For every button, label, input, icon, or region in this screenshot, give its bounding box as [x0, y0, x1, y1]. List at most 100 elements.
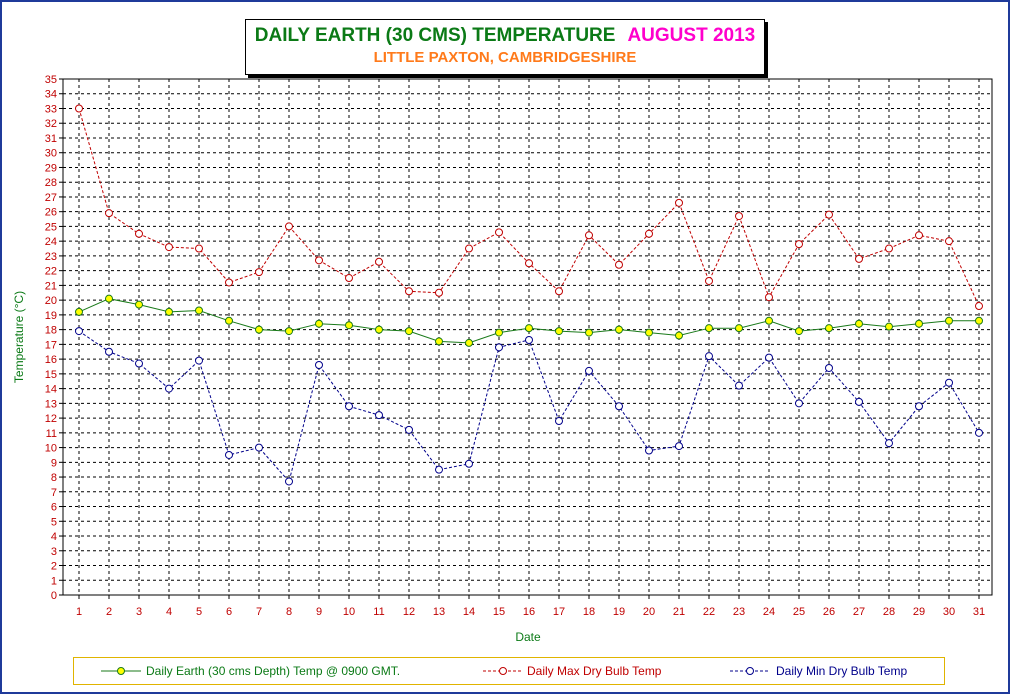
data-point-earth-temp: [285, 327, 293, 336]
x-tick-label: 3: [136, 606, 142, 618]
data-point-max-dry-bulb: [165, 243, 173, 252]
y-tick-label: 33: [45, 103, 57, 115]
data-point-min-dry-bulb: [495, 343, 503, 352]
x-tick-label: 26: [823, 606, 835, 618]
y-tick-label: 24: [45, 236, 57, 248]
data-point-min-dry-bulb: [885, 439, 893, 448]
y-tick-label: 8: [51, 472, 57, 484]
data-point-min-dry-bulb: [795, 399, 803, 408]
data-point-min-dry-bulb: [735, 381, 743, 390]
y-axis-label: Temperature (°C): [12, 291, 26, 383]
x-tick-label: 4: [166, 606, 172, 618]
y-tick-label: 14: [45, 384, 57, 396]
x-tick-label: 1: [76, 606, 82, 618]
data-point-earth-temp: [705, 324, 713, 333]
x-tick-label: 16: [523, 606, 535, 618]
y-tick-label: 13: [45, 398, 57, 410]
data-point-min-dry-bulb: [465, 459, 473, 468]
legend-swatch-min: [730, 667, 770, 675]
data-point-max-dry-bulb: [75, 104, 83, 113]
data-point-earth-temp: [615, 325, 623, 334]
data-point-min-dry-bulb: [975, 428, 983, 437]
data-point-max-dry-bulb: [345, 274, 353, 283]
x-tick-label: 19: [613, 606, 625, 618]
data-point-earth-temp: [75, 307, 83, 316]
y-tick-label: 15: [45, 369, 57, 381]
data-point-max-dry-bulb: [375, 257, 383, 266]
data-point-min-dry-bulb: [315, 361, 323, 370]
y-tick-label: 29: [45, 162, 57, 174]
data-point-max-dry-bulb: [705, 276, 713, 285]
data-point-earth-temp: [465, 338, 473, 347]
data-point-earth-temp: [165, 307, 173, 316]
data-point-max-dry-bulb: [765, 293, 773, 302]
x-axis-label: Date: [515, 630, 541, 644]
x-tick-label: 10: [343, 606, 355, 618]
y-tick-label: 6: [51, 502, 57, 514]
data-point-earth-temp: [105, 294, 113, 303]
chart-title: DAILY EARTH (30 CMS) TEMPERATURE: [254, 25, 616, 46]
x-tick-label: 25: [793, 606, 805, 618]
x-tick-label: 18: [583, 606, 595, 618]
data-point-max-dry-bulb: [915, 231, 923, 240]
y-tick-label: 25: [45, 221, 57, 233]
x-tick-label: 14: [463, 606, 475, 618]
x-tick-label: 29: [913, 606, 925, 618]
data-point-max-dry-bulb: [195, 244, 203, 253]
data-point-max-dry-bulb: [975, 302, 983, 311]
y-tick-label: 20: [45, 295, 57, 307]
data-point-earth-temp: [525, 324, 533, 333]
data-point-earth-temp: [495, 328, 503, 337]
legend-label-min: Daily Min Dry Bulb Temp: [776, 664, 908, 678]
x-tick-label: 9: [316, 606, 322, 618]
data-point-earth-temp: [855, 319, 863, 328]
data-point-earth-temp: [645, 328, 653, 337]
data-point-min-dry-bulb: [75, 327, 83, 336]
y-tick-label: 0: [51, 590, 57, 602]
y-tick-label: 26: [45, 207, 57, 219]
axes: 0123456789101112131415161718192021222324…: [45, 74, 985, 618]
x-tick-label: 6: [226, 606, 232, 618]
y-tick-label: 11: [46, 428, 57, 440]
y-tick-label: 30: [45, 148, 57, 160]
y-tick-label: 1: [51, 575, 57, 587]
x-tick-label: 5: [196, 606, 202, 618]
data-point-min-dry-bulb: [255, 443, 263, 452]
data-point-min-dry-bulb: [705, 352, 713, 361]
data-point-earth-temp: [435, 337, 443, 346]
y-tick-label: 12: [45, 413, 57, 425]
data-point-min-dry-bulb: [915, 402, 923, 411]
data-point-max-dry-bulb: [315, 256, 323, 265]
x-tick-label: 28: [883, 606, 895, 618]
data-point-max-dry-bulb: [225, 278, 233, 287]
y-tick-label: 7: [51, 487, 57, 499]
data-point-max-dry-bulb: [825, 210, 833, 219]
data-point-min-dry-bulb: [435, 465, 443, 474]
data-point-max-dry-bulb: [795, 240, 803, 249]
chart-title-month: AUGUST 2013: [627, 25, 756, 46]
data-point-earth-temp: [825, 324, 833, 333]
x-tick-label: 7: [256, 606, 262, 618]
y-tick-label: 5: [51, 516, 57, 528]
chart-title-box: DAILY EARTH (30 CMS) TEMPERATURE AUGUST 2…: [245, 19, 765, 75]
x-tick-label: 24: [763, 606, 775, 618]
y-tick-label: 28: [45, 177, 57, 189]
x-tick-label: 20: [643, 606, 655, 618]
y-tick-label: 2: [51, 561, 57, 573]
data-point-earth-temp: [195, 306, 203, 315]
x-tick-label: 15: [493, 606, 505, 618]
x-tick-label: 22: [703, 606, 715, 618]
x-tick-label: 2: [106, 606, 112, 618]
data-point-earth-temp: [675, 331, 683, 340]
y-tick-label: 9: [51, 457, 57, 469]
data-point-max-dry-bulb: [405, 287, 413, 296]
legend-swatch-max: [483, 667, 523, 675]
data-point-max-dry-bulb: [645, 229, 653, 238]
data-point-max-dry-bulb: [495, 228, 503, 237]
data-point-min-dry-bulb: [555, 417, 563, 426]
y-tick-label: 21: [45, 280, 57, 292]
y-tick-label: 19: [45, 310, 57, 322]
data-point-min-dry-bulb: [195, 356, 203, 365]
legend-label-earth: Daily Earth (30 cms Depth) Temp @ 0900 G…: [146, 664, 401, 678]
data-point-earth-temp: [345, 321, 353, 330]
